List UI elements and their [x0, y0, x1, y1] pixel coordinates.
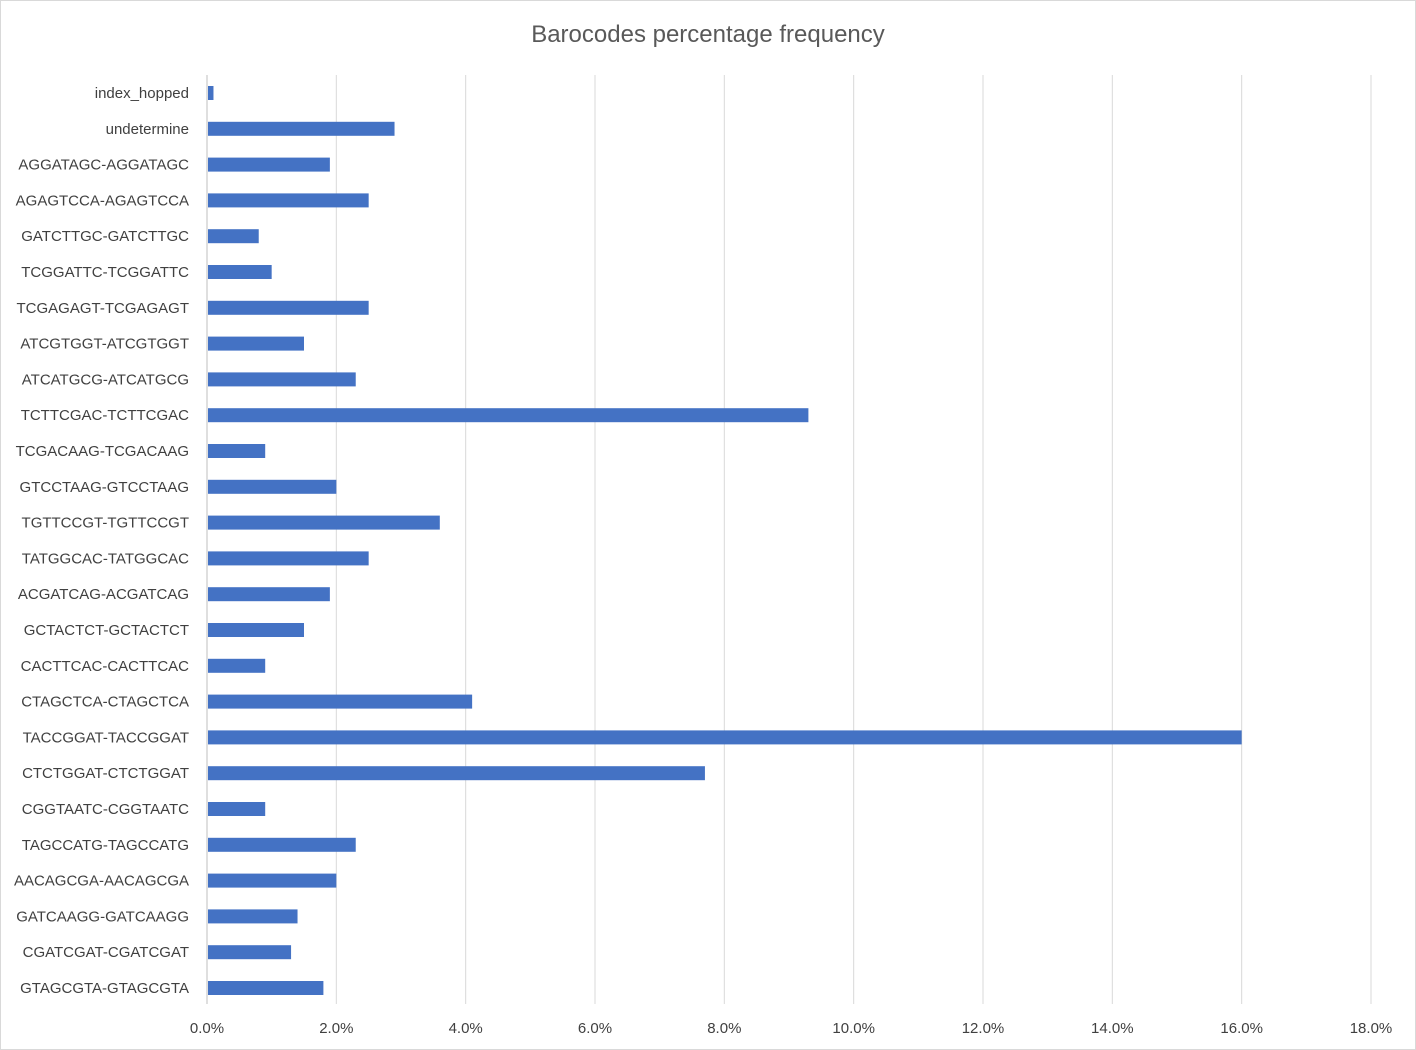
category-label: AGAGTCCA-AGAGTCCA [16, 192, 189, 209]
category-label: TAGCCATG-TAGCCATG [22, 837, 189, 854]
x-tick-labels: 0.0% 2.0% 4.0% 6.0% 8.0% 10.0% 12.0% 14.0% 16.0%… [190, 1020, 1392, 1037]
x-tick-label: 14.0% [1091, 1020, 1134, 1037]
bar-cgatcgat-cgatcgat [208, 945, 292, 960]
x-tick-label: 8.0% [707, 1020, 741, 1037]
bar-tagccatg-tagccatg [208, 837, 356, 852]
bar-tatggcac-tatggcac [208, 551, 369, 566]
bar-gctactct-gctactct [208, 623, 304, 637]
category-label: GATCTTGC-GATCTTGC [21, 228, 189, 245]
x-tick-label: 16.0% [1220, 1020, 1263, 1037]
category-label: index_hopped [95, 85, 189, 102]
bar-atcatgcg-atcatgcg [208, 372, 356, 387]
category-label: TATGGCAC-TATGGCAC [22, 550, 189, 567]
bar-cggtaatc-cggtaatc [208, 802, 266, 816]
category-label: GTCCTAAG-GTCCTAAG [20, 479, 189, 496]
category-labels: index_hopped undetermine AGGATAGC-AGGATAGC… [14, 85, 189, 997]
bars [208, 86, 1242, 995]
category-label: TACCGGAT-TACCGGAT [23, 729, 189, 746]
x-tick-label: 12.0% [962, 1020, 1005, 1037]
x-tick-label: 10.0% [832, 1020, 875, 1037]
chart-title: Barocodes percentage frequency [531, 21, 885, 48]
bar-gatcttgc-gatcttgc [208, 229, 259, 244]
x-tick-label: 4.0% [449, 1020, 483, 1037]
bar-gatcaagg-gatcaagg [208, 909, 298, 924]
category-label: TCTTCGAC-TCTTCGAC [21, 407, 189, 424]
x-tick-label: 0.0% [190, 1020, 224, 1037]
bar-tcgacaag-tcgacaag [208, 444, 266, 458]
category-label: CACTTCAC-CACTTCAC [21, 658, 189, 675]
bar-tgttccgt-tgttccgt [208, 515, 440, 530]
gridlines [206, 75, 1372, 1004]
category-label: CGGTAATC-CGGTAATC [22, 801, 189, 818]
x-tick-label: 18.0% [1350, 1020, 1393, 1037]
bar-ctctggat-ctctggat [208, 766, 705, 781]
bar-undetermine [208, 121, 395, 136]
category-label: GCTACTCT-GCTACTCT [24, 622, 189, 639]
bar-tcgagagt-tcgagagt [208, 300, 369, 315]
bar-acgatcag-acgatcag [208, 587, 330, 602]
bar-gtcctaag-gtcctaag [208, 479, 337, 494]
x-tick-label: 6.0% [578, 1020, 612, 1037]
bar-atcgtggt-atcgtggt [208, 336, 304, 351]
bar-index-hopped [208, 86, 214, 100]
bar-tcggattc-tcggattc [208, 265, 272, 279]
category-label: CGATCGAT-CGATCGAT [23, 944, 189, 961]
category-label: ATCATGCG-ATCATGCG [22, 371, 189, 388]
category-label: ACGATCAG-ACGATCAG [18, 586, 189, 603]
category-label: GATCAAGG-GATCAAGG [16, 908, 189, 925]
bar-agagtcca-agagtcca [208, 193, 369, 208]
bar-aacagcga-aacagcga [208, 873, 337, 888]
bar-gtagcgta-gtagcgta [208, 981, 324, 995]
x-tick-label: 2.0% [319, 1020, 353, 1037]
bar-cacttcac-cacttcac [208, 658, 266, 673]
bar-taccggat-taccggat [208, 730, 1242, 745]
category-label: CTAGCTCA-CTAGCTCA [21, 694, 189, 711]
category-label: AACAGCGA-AACAGCGA [14, 873, 189, 890]
bar-ctagctca-ctagctca [208, 694, 473, 709]
category-label: GTAGCGTA-GTAGCGTA [20, 980, 189, 997]
category-label: TGTTCCGT-TGTTCCGT [22, 515, 189, 532]
bar-aggatagc-aggatagc [208, 157, 330, 172]
bar-tcttcgac-tcttcgac [208, 408, 809, 423]
category-label: undetermine [106, 121, 189, 138]
category-label: CTCTGGAT-CTCTGGAT [22, 765, 189, 782]
category-label: TCGACAAG-TCGACAAG [16, 443, 189, 460]
category-label: AGGATAGC-AGGATAGC [18, 157, 189, 174]
category-label: TCGAGAGT-TCGAGAGT [16, 300, 189, 317]
category-label: TCGGATTC-TCGGATTC [21, 264, 189, 281]
category-label: ATCGTGGT-ATCGTGGT [20, 336, 189, 353]
